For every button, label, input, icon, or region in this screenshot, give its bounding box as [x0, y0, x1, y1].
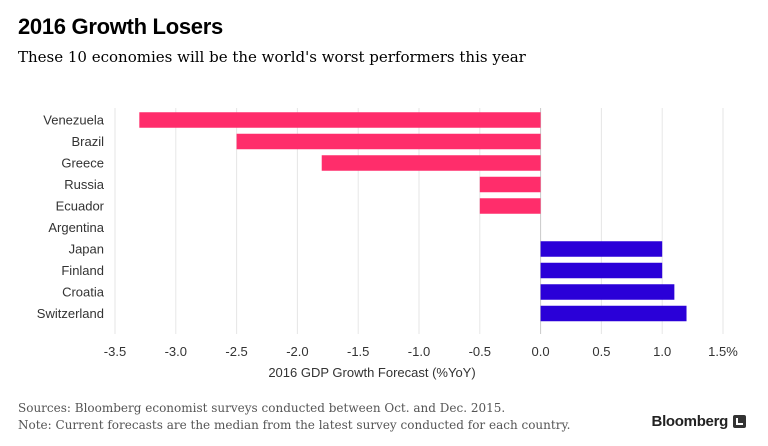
bar-greece — [321, 155, 541, 171]
chart-icon — [733, 415, 746, 428]
bar-brazil — [236, 133, 541, 150]
bar-japan — [540, 241, 663, 257]
bar-venezuela — [139, 112, 541, 128]
category-label: Croatia — [62, 285, 105, 300]
category-label: Argentina — [48, 220, 104, 235]
x-tick-label: 0.0 — [532, 344, 550, 359]
x-tick-label: 1.0 — [653, 344, 671, 359]
x-tick-label: 0.5 — [592, 344, 610, 359]
bar-chart: Venezuela Brazil Greece Russia Ecuador Argent… — [37, 108, 738, 380]
category-label: Greece — [61, 156, 104, 171]
bar-switzerland — [540, 305, 687, 322]
category-labels: Venezuela Brazil Greece Russia Ecuador Argent… — [37, 113, 105, 322]
logo-text: Bloomberg — [651, 413, 729, 430]
bar-russia — [479, 176, 541, 193]
category-label: Ecuador — [56, 199, 105, 214]
x-tick-label: -3.0 — [165, 344, 187, 359]
bar-finland — [540, 262, 663, 279]
footer: Sources: Bloomberg economist surveys con… — [18, 400, 570, 434]
sources-note: Sources: Bloomberg economist surveys con… — [18, 401, 506, 415]
x-tick-label: -2.5 — [225, 344, 247, 359]
x-tick-label: -2.0 — [286, 344, 308, 359]
chart-title: 2016 Growth Losers — [18, 14, 223, 39]
category-label: Japan — [69, 242, 104, 257]
category-label: Brazil — [71, 134, 104, 149]
x-tick-label: -1.5 — [347, 344, 369, 359]
x-tick-labels: -3.5 -3.0 -2.5 -2.0 -1.5 -1.0 -0.5 0.0 0.5 1.0 1.5… — [104, 344, 738, 359]
bars — [139, 112, 687, 322]
survey-note: Note: Current forecasts are the median f… — [18, 418, 571, 432]
bar-croatia — [540, 284, 675, 300]
category-label: Venezuela — [43, 113, 104, 128]
category-label: Finland — [61, 263, 104, 278]
x-axis-label: 2016 GDP Growth Forecast (%YoY) — [268, 365, 475, 380]
x-tick-label: -1.0 — [408, 344, 430, 359]
x-tick-label: -3.5 — [104, 344, 126, 359]
category-label: Russia — [64, 177, 105, 192]
category-label: Switzerland — [37, 306, 104, 321]
bar-ecuador — [479, 198, 541, 214]
bloomberg-logo: Bloomberg — [652, 413, 746, 430]
x-tick-label: 1.5% — [708, 344, 738, 359]
chart-subtitle: These 10 economies will be the world's w… — [18, 48, 526, 66]
x-tick-label: -0.5 — [469, 344, 491, 359]
